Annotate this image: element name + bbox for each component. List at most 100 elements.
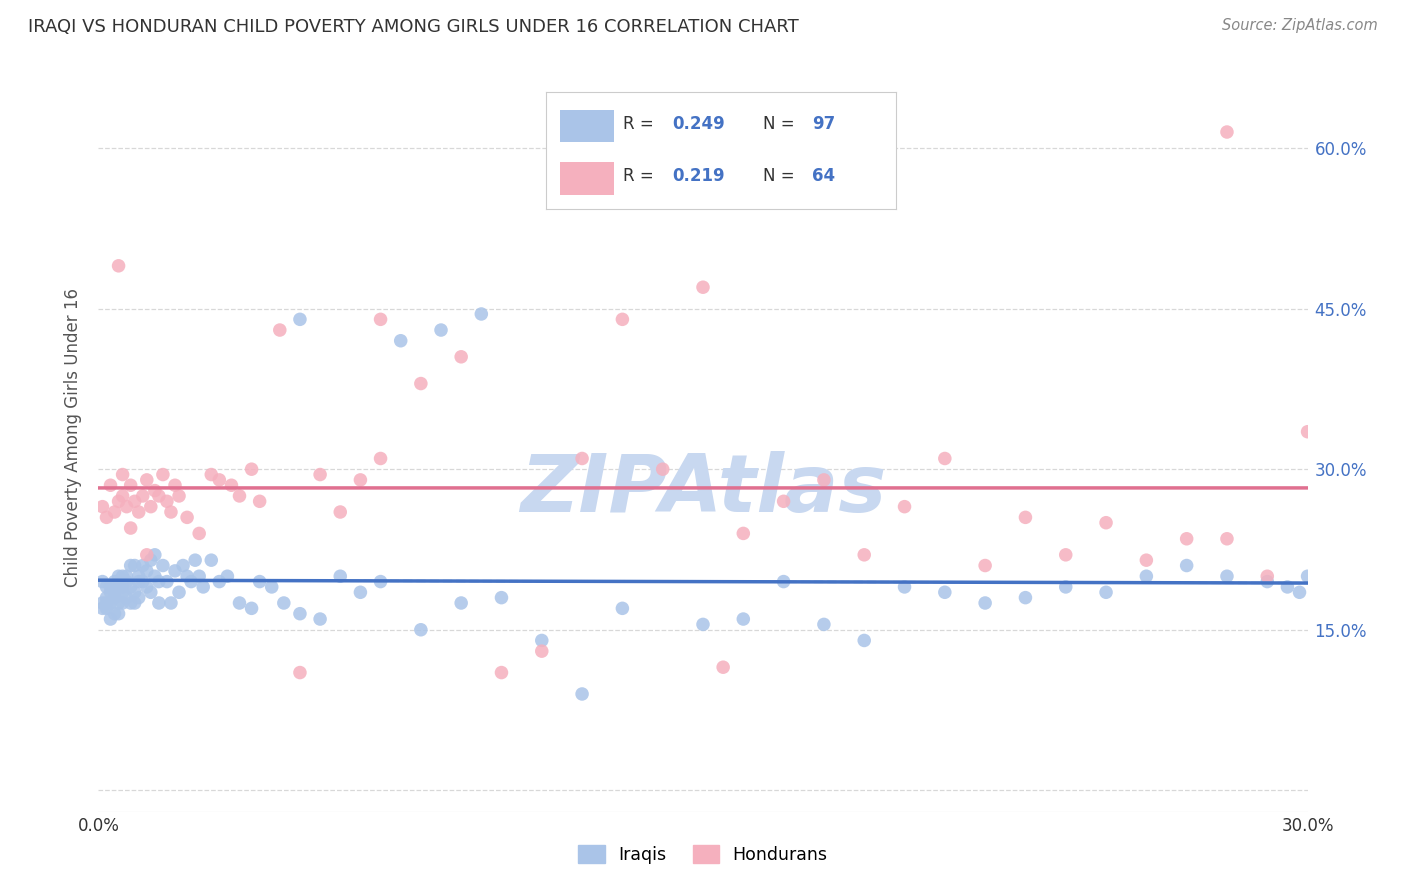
Point	[115, 500, 138, 514]
Point	[571, 687, 593, 701]
Point	[200, 553, 222, 567]
Point	[934, 585, 956, 599]
Point	[370, 451, 392, 466]
Point	[813, 617, 835, 632]
Point	[132, 558, 155, 573]
Point	[103, 574, 125, 589]
Point	[249, 494, 271, 508]
Point	[100, 585, 122, 599]
Point	[160, 505, 183, 519]
Point	[309, 467, 332, 482]
Point	[612, 601, 634, 615]
Point	[188, 569, 211, 583]
Point	[813, 473, 835, 487]
Point	[1256, 574, 1278, 589]
Point	[249, 574, 271, 589]
Point	[120, 580, 142, 594]
Point	[309, 612, 332, 626]
Point	[152, 558, 174, 573]
Point	[120, 558, 142, 573]
Point	[260, 580, 283, 594]
Point	[163, 564, 186, 578]
Legend: Iraqis, Hondurans: Iraqis, Hondurans	[572, 838, 834, 871]
Point	[107, 569, 129, 583]
Point	[156, 494, 179, 508]
Point	[450, 596, 472, 610]
Point	[91, 596, 114, 610]
Point	[148, 489, 170, 503]
Point	[107, 596, 129, 610]
Point	[1014, 591, 1036, 605]
Point	[91, 500, 114, 514]
Point	[612, 312, 634, 326]
Point	[107, 580, 129, 594]
Point	[115, 574, 138, 589]
Point	[124, 558, 146, 573]
Point	[228, 596, 250, 610]
Point	[135, 473, 157, 487]
Text: IRAQI VS HONDURAN CHILD POVERTY AMONG GIRLS UNDER 16 CORRELATION CHART: IRAQI VS HONDURAN CHILD POVERTY AMONG GI…	[28, 18, 799, 36]
Point	[208, 473, 231, 487]
Point	[571, 451, 593, 466]
Point	[733, 612, 755, 626]
Point	[228, 489, 250, 503]
Point	[111, 585, 134, 599]
Point	[152, 467, 174, 482]
Point	[111, 596, 134, 610]
Point	[1288, 585, 1310, 599]
Point	[128, 574, 150, 589]
Point	[100, 612, 122, 626]
Point	[772, 494, 794, 508]
Point	[470, 307, 492, 321]
Point	[96, 580, 118, 594]
Point	[1216, 532, 1239, 546]
Point	[240, 601, 263, 615]
Point	[188, 526, 211, 541]
Point	[329, 505, 352, 519]
Point	[91, 574, 114, 589]
Point	[143, 569, 166, 583]
Point	[193, 580, 215, 594]
Point	[135, 564, 157, 578]
Point	[115, 591, 138, 605]
Point	[120, 478, 142, 492]
Point	[711, 660, 734, 674]
Point	[853, 548, 876, 562]
Point	[389, 334, 412, 348]
Point	[156, 574, 179, 589]
Point	[692, 280, 714, 294]
Point	[329, 569, 352, 583]
Point	[96, 596, 118, 610]
Point	[143, 548, 166, 562]
Point	[100, 580, 122, 594]
Point	[1256, 569, 1278, 583]
Point	[96, 591, 118, 605]
Point	[200, 467, 222, 482]
Point	[120, 521, 142, 535]
Point	[124, 596, 146, 610]
Point	[107, 494, 129, 508]
Point	[111, 489, 134, 503]
Point	[1296, 569, 1319, 583]
Point	[91, 601, 114, 615]
Point	[1175, 532, 1198, 546]
Point	[139, 500, 162, 514]
Point	[370, 312, 392, 326]
Point	[288, 665, 311, 680]
Point	[163, 478, 186, 492]
Point	[1014, 510, 1036, 524]
Point	[1054, 580, 1077, 594]
Point	[124, 494, 146, 508]
Point	[120, 596, 142, 610]
Point	[974, 558, 997, 573]
Point	[103, 505, 125, 519]
Point	[143, 483, 166, 498]
Point	[1216, 125, 1239, 139]
Point	[409, 623, 432, 637]
Point	[349, 473, 371, 487]
Point	[96, 510, 118, 524]
Point	[132, 574, 155, 589]
Point	[1054, 548, 1077, 562]
Point	[135, 548, 157, 562]
Point	[139, 585, 162, 599]
